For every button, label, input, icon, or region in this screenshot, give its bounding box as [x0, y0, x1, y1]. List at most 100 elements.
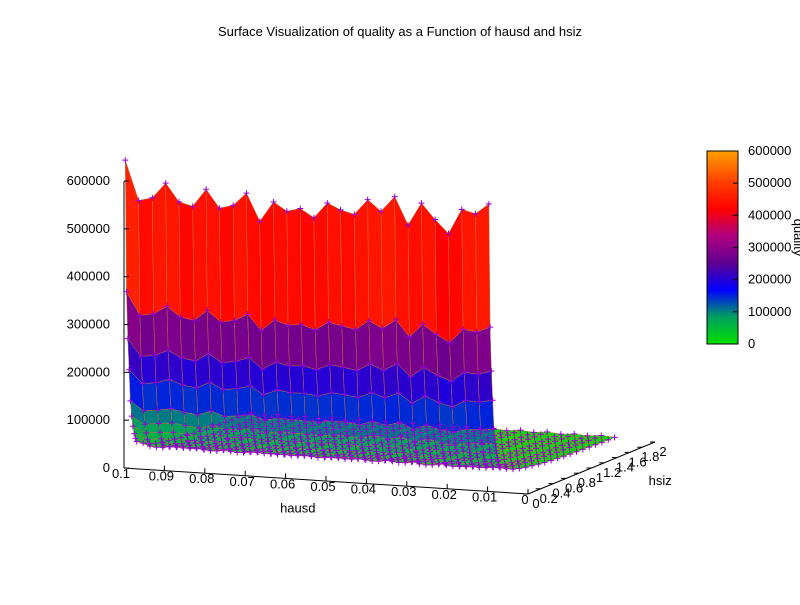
surface-cell [421, 203, 436, 334]
surface-cell [183, 385, 198, 415]
x-axis-tick-label: 0.03 [391, 484, 416, 499]
data-point-marker [122, 157, 128, 163]
surface-cell [343, 367, 358, 397]
surface-cell [289, 366, 304, 394]
x-axis-tick-label: 0.09 [149, 469, 174, 484]
surface-cell [302, 325, 317, 370]
surface-cell [275, 320, 290, 366]
x-axis-label: hausd [280, 501, 315, 516]
y-axis-label: hsiz [649, 473, 672, 488]
z-axis-tick-label: 100000 [67, 412, 110, 427]
z-axis-tick-label: 400000 [67, 269, 110, 284]
surface-cell [157, 409, 172, 424]
surface-cell [247, 193, 262, 330]
surface-cell [179, 202, 194, 320]
surface-cell [182, 358, 197, 388]
surface-cell [144, 410, 159, 424]
x-axis-tick-label: 0.01 [472, 489, 497, 504]
surface-cell [329, 322, 344, 367]
x-axis-tick-label: 0.06 [270, 476, 295, 491]
surface-cell [140, 314, 155, 357]
colorbar-tick-label: 200000 [748, 272, 791, 287]
surface-cell [314, 203, 329, 330]
surface-cell [464, 372, 479, 402]
surface-cell [125, 160, 140, 315]
surface-cell [274, 202, 289, 325]
y-axis-tick-label: 1 [596, 470, 603, 485]
surface-cell [303, 366, 318, 396]
x-axis-tick-label: 0.04 [351, 482, 376, 497]
surface-cell [139, 198, 154, 316]
surface-cell [287, 209, 302, 326]
x-axis-tick-label: 0.08 [189, 471, 214, 486]
surface-cell [237, 386, 252, 416]
colorbar-tick-label: 100000 [748, 304, 791, 319]
surface-cell [466, 401, 481, 430]
surface-cell [341, 210, 356, 329]
y-axis-tick-label: 0 [532, 496, 539, 511]
surface-cell [180, 317, 195, 361]
z-axis-tick-label: 600000 [67, 173, 110, 188]
data-point-marker [203, 186, 209, 192]
surface-cell [327, 203, 342, 326]
y-axis-tick-label: 1.8 [641, 449, 659, 464]
x-axis-tick-label: 0.07 [230, 474, 255, 489]
z-axis-tick-label: 0 [103, 460, 110, 475]
x-axis-tick-label: 0.02 [432, 487, 457, 502]
surface-cell [219, 205, 234, 322]
colorbar: 0100000200000300000400000500000600000qua… [707, 143, 800, 351]
y-axis-tick-label: 0.8 [578, 475, 596, 490]
colorbar-label: quality [791, 219, 800, 257]
surface-cell [141, 355, 156, 383]
surface-cell [368, 200, 383, 329]
surface-cell [477, 327, 492, 374]
surface-cell [236, 358, 251, 389]
surface-cell [330, 365, 345, 395]
z-axis-tick-label: 500000 [67, 221, 110, 236]
surface-cell [288, 325, 303, 366]
data-point-marker [612, 434, 618, 440]
surface-cell [156, 380, 171, 411]
surface-cell [145, 424, 160, 433]
x-axis-tick-label: 0.1 [112, 466, 130, 481]
chart-title: Surface Visualization of quality as a Fu… [0, 24, 800, 39]
surface-mesh [122, 157, 617, 472]
surface-cell [479, 400, 494, 430]
surface-cell [160, 432, 175, 439]
surface-cell [223, 389, 238, 417]
surface-cell [193, 189, 208, 320]
colorbar-tick-label: 500000 [748, 175, 791, 190]
surface-cell [277, 390, 292, 420]
surface-cell [233, 193, 248, 320]
z-axis-tick-label: 200000 [67, 364, 110, 379]
surface-cell [234, 314, 249, 361]
x-axis-tick-label: 0.05 [310, 479, 335, 494]
surface-cell [222, 361, 237, 389]
surface-cell [476, 204, 491, 332]
surface-cell [435, 220, 450, 343]
surface-cell [478, 371, 493, 402]
surface-cell [276, 362, 291, 393]
surface-cell [395, 197, 410, 337]
data-point-marker [418, 200, 424, 206]
surface-cell [449, 209, 464, 342]
surface-cell [206, 189, 221, 322]
surface-cell [159, 423, 174, 432]
surface-cell [462, 209, 477, 331]
surface-cell [356, 321, 371, 371]
surface-cell [142, 383, 157, 411]
surface-cell [463, 329, 478, 374]
colorbar-tick-label: 300000 [748, 240, 791, 255]
colorbar-tick-label: 400000 [748, 207, 791, 222]
colorbar-tick-label: 0 [748, 336, 755, 351]
y-axis-tick-label: 2 [659, 444, 666, 459]
surface-cell [300, 209, 315, 330]
surface-cell [152, 183, 167, 314]
surface-cell [408, 203, 423, 337]
surface-cell [381, 197, 396, 329]
z-axis-tick-label: 300000 [67, 317, 110, 332]
surface-cell [354, 200, 369, 330]
surface-cell [166, 183, 181, 317]
